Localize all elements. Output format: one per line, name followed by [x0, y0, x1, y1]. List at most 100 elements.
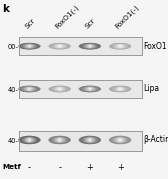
Ellipse shape	[51, 136, 68, 144]
Ellipse shape	[116, 138, 124, 142]
Bar	[19, 80, 142, 98]
Ellipse shape	[109, 136, 131, 144]
Ellipse shape	[26, 44, 33, 48]
Bar	[19, 37, 142, 55]
Ellipse shape	[51, 43, 68, 49]
Ellipse shape	[52, 86, 67, 92]
Ellipse shape	[118, 88, 122, 90]
Ellipse shape	[119, 45, 121, 47]
Ellipse shape	[83, 87, 96, 91]
Ellipse shape	[52, 137, 67, 143]
Text: Lipa: Lipa	[144, 84, 160, 93]
Ellipse shape	[20, 136, 39, 144]
Ellipse shape	[50, 136, 69, 144]
Ellipse shape	[114, 44, 127, 49]
Ellipse shape	[27, 87, 32, 91]
Ellipse shape	[114, 87, 126, 91]
Ellipse shape	[109, 43, 131, 50]
Ellipse shape	[51, 86, 68, 92]
Ellipse shape	[113, 137, 128, 143]
Ellipse shape	[28, 88, 31, 90]
Ellipse shape	[28, 88, 30, 90]
Ellipse shape	[114, 137, 126, 143]
Ellipse shape	[87, 138, 93, 142]
Ellipse shape	[85, 137, 95, 142]
Text: -: -	[28, 163, 31, 172]
Ellipse shape	[28, 138, 30, 142]
Text: 40-: 40-	[7, 137, 18, 144]
Ellipse shape	[28, 45, 31, 48]
Ellipse shape	[21, 86, 38, 92]
Ellipse shape	[89, 138, 91, 142]
Ellipse shape	[87, 87, 93, 91]
Ellipse shape	[57, 87, 62, 91]
Ellipse shape	[111, 86, 130, 92]
Ellipse shape	[85, 44, 95, 48]
Ellipse shape	[119, 138, 121, 142]
Bar	[19, 37, 142, 55]
Ellipse shape	[59, 138, 61, 142]
Ellipse shape	[82, 43, 97, 49]
Ellipse shape	[28, 138, 31, 142]
Ellipse shape	[18, 136, 41, 144]
Text: FoxO1: FoxO1	[144, 42, 167, 51]
Ellipse shape	[58, 88, 61, 90]
Ellipse shape	[50, 86, 69, 92]
Ellipse shape	[49, 43, 70, 49]
Ellipse shape	[25, 44, 34, 48]
Ellipse shape	[85, 87, 95, 91]
Ellipse shape	[21, 136, 38, 144]
Ellipse shape	[19, 43, 40, 49]
Ellipse shape	[115, 87, 125, 91]
Ellipse shape	[56, 87, 64, 91]
Ellipse shape	[28, 45, 30, 47]
Ellipse shape	[80, 43, 99, 49]
Ellipse shape	[53, 44, 66, 49]
Ellipse shape	[59, 45, 61, 47]
Ellipse shape	[89, 45, 91, 47]
Text: 40-: 40-	[7, 87, 18, 93]
Ellipse shape	[56, 44, 64, 48]
Text: +: +	[87, 163, 93, 172]
Bar	[19, 131, 142, 151]
Ellipse shape	[113, 86, 128, 92]
Ellipse shape	[26, 87, 33, 91]
Ellipse shape	[88, 88, 92, 90]
Text: β-Actin: β-Actin	[144, 136, 168, 144]
Ellipse shape	[117, 138, 123, 142]
Ellipse shape	[110, 136, 131, 144]
Ellipse shape	[57, 138, 62, 142]
Ellipse shape	[116, 44, 124, 48]
Ellipse shape	[83, 44, 96, 49]
Ellipse shape	[25, 87, 34, 91]
Text: Scr: Scr	[24, 17, 36, 30]
Ellipse shape	[22, 137, 37, 143]
Ellipse shape	[80, 86, 99, 92]
Ellipse shape	[86, 87, 94, 91]
Ellipse shape	[114, 87, 127, 91]
Ellipse shape	[115, 137, 125, 142]
Text: Scr: Scr	[84, 17, 96, 30]
Ellipse shape	[48, 86, 71, 92]
Ellipse shape	[24, 137, 35, 143]
Ellipse shape	[110, 43, 131, 49]
Ellipse shape	[57, 45, 62, 48]
Ellipse shape	[118, 45, 122, 48]
Ellipse shape	[79, 86, 100, 92]
Ellipse shape	[80, 136, 99, 144]
Ellipse shape	[112, 43, 129, 49]
Ellipse shape	[26, 138, 33, 142]
Ellipse shape	[56, 138, 64, 142]
Ellipse shape	[23, 87, 36, 91]
Ellipse shape	[19, 136, 40, 144]
Ellipse shape	[22, 43, 37, 49]
Ellipse shape	[50, 43, 69, 49]
Ellipse shape	[25, 137, 34, 142]
Ellipse shape	[117, 45, 123, 48]
Ellipse shape	[88, 45, 92, 48]
Ellipse shape	[79, 136, 100, 144]
Ellipse shape	[110, 86, 131, 92]
Ellipse shape	[81, 136, 98, 144]
Ellipse shape	[27, 138, 32, 142]
Ellipse shape	[21, 43, 38, 49]
